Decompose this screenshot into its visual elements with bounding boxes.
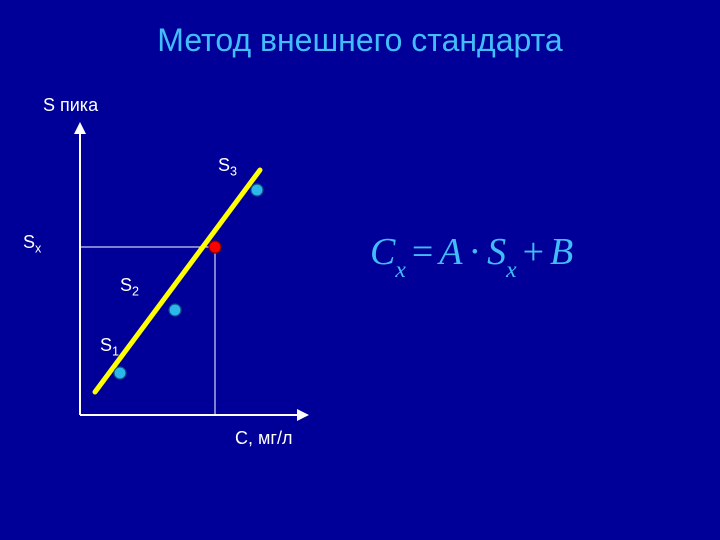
equation: Cx=A·Sx+B [370,230,573,280]
calibration-chart [45,110,315,450]
slide: Метод внешнего стандарта S пика С, мг/л … [0,0,720,540]
page-title: Метод внешнего стандарта [0,22,720,59]
point-label-sx: Sx [23,232,41,256]
